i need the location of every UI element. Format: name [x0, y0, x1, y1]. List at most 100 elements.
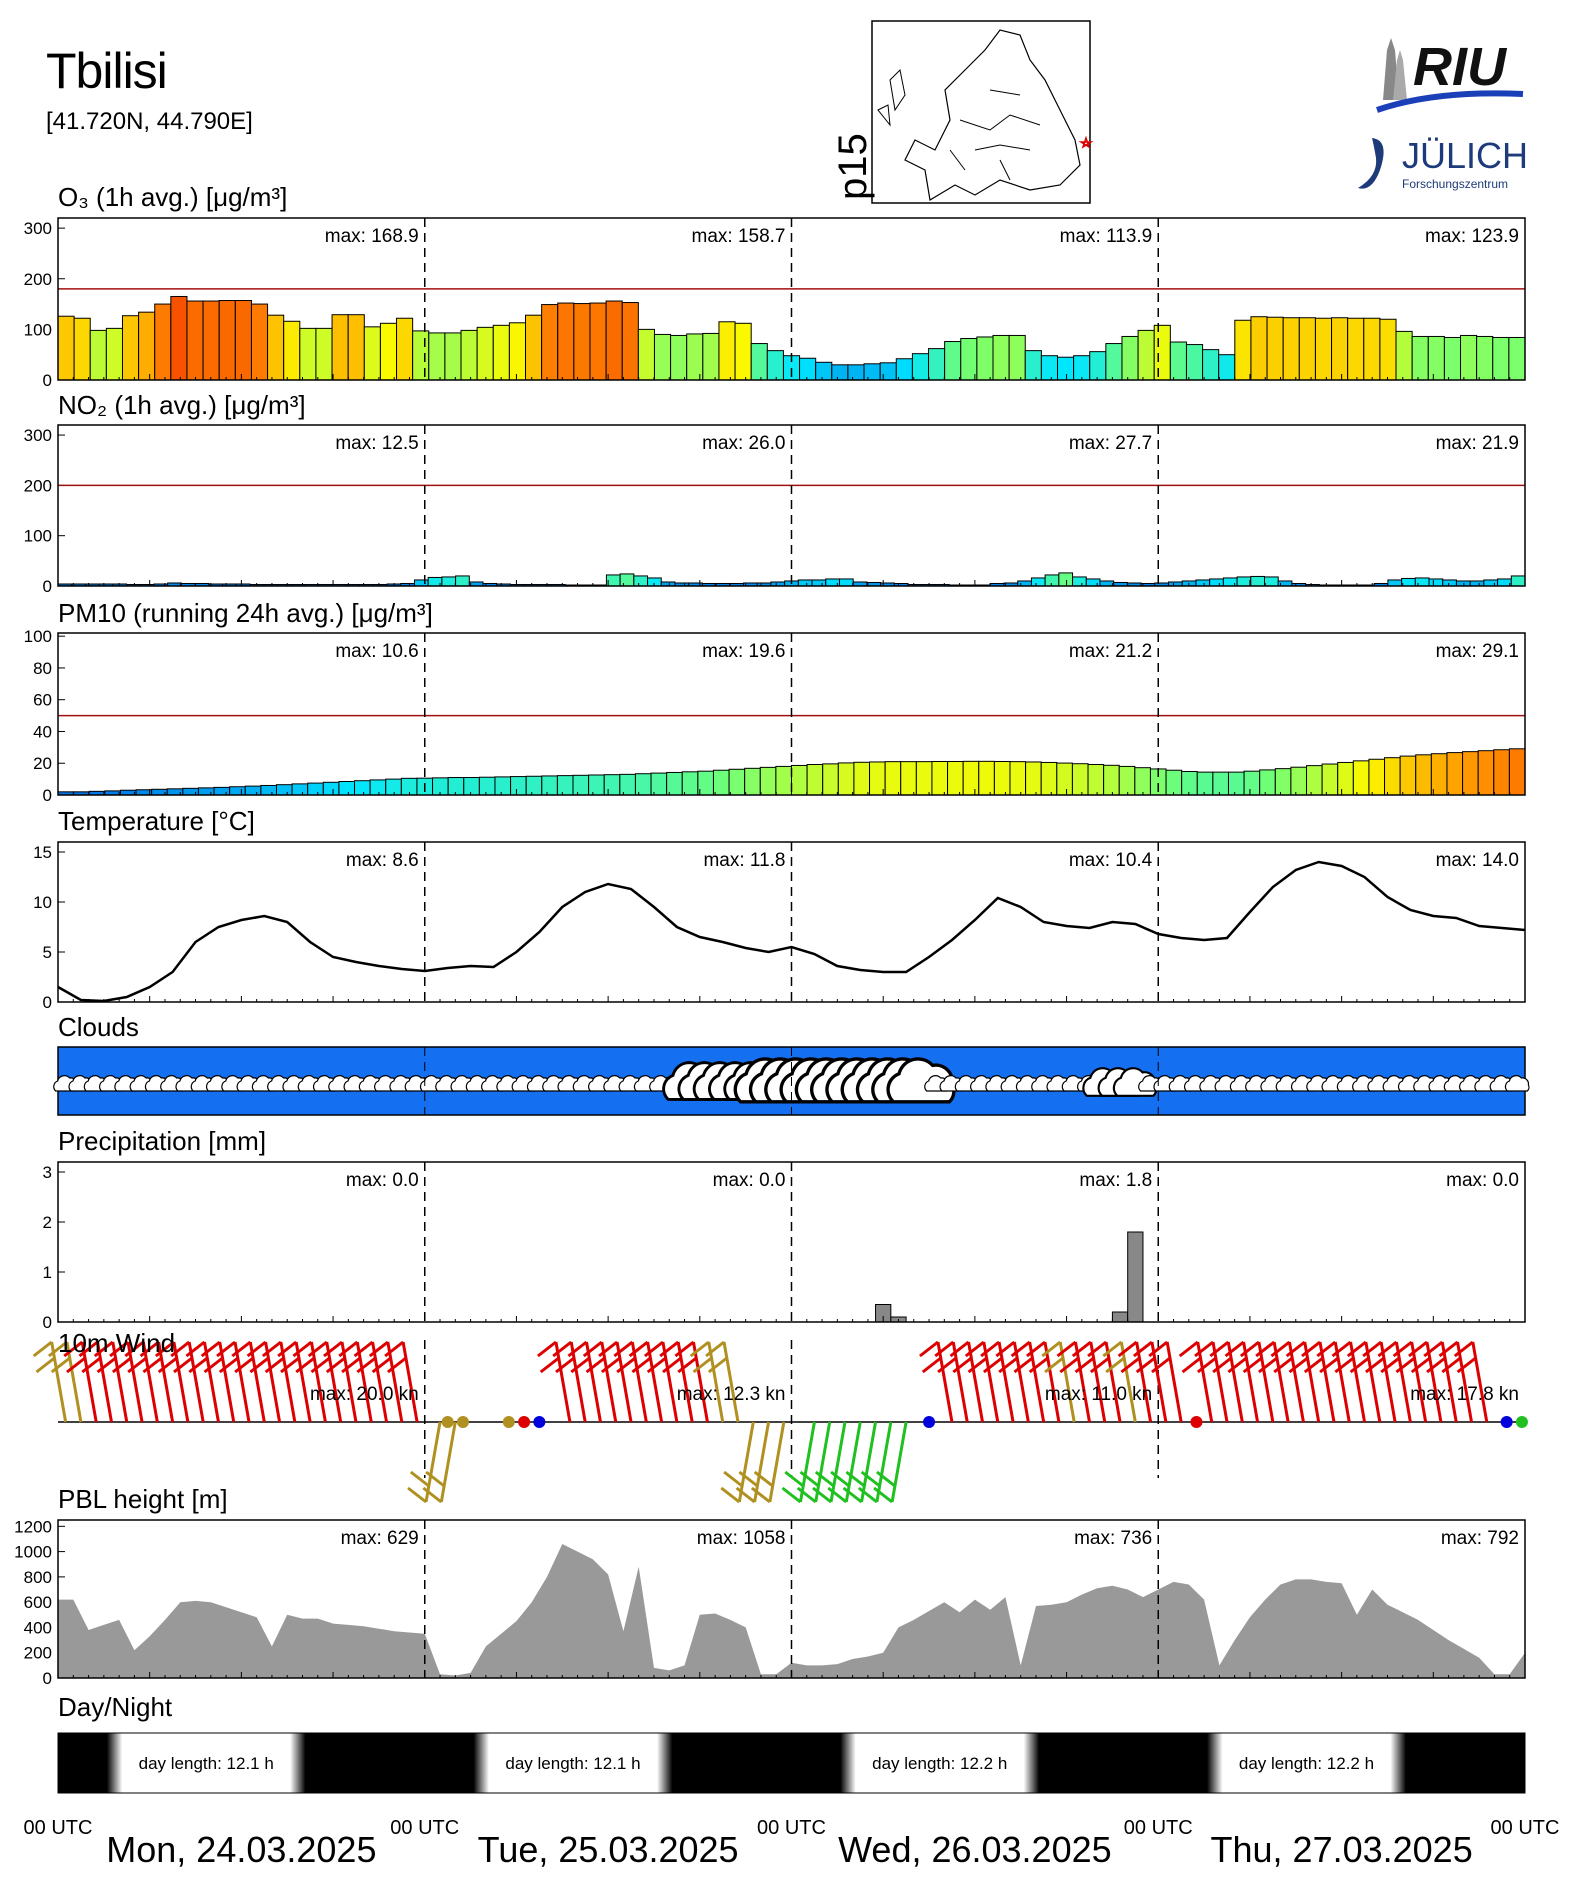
- wind-barb-flag: [643, 1340, 664, 1358]
- pm10-bar: [759, 766, 777, 796]
- clouds-panel-title: Clouds: [58, 1012, 139, 1042]
- temp-max-label: max: 10.4: [1069, 850, 1153, 871]
- pm10-max-label: max: 19.6: [702, 641, 785, 662]
- pm10-bar: [853, 761, 871, 796]
- wind-barb: [1287, 1341, 1305, 1423]
- wind-barb-flag: [750, 1486, 771, 1504]
- no2-bar: [1264, 576, 1279, 587]
- daynight-panel-title: Day/Night: [58, 1692, 173, 1722]
- o3-bar: [1185, 344, 1204, 381]
- wind-barb: [218, 1341, 236, 1423]
- wind-barb-flag: [277, 1340, 298, 1358]
- wind-barb-flag: [814, 1470, 835, 1488]
- wind-barb-flag: [325, 1356, 346, 1374]
- wind-barb: [890, 1421, 908, 1503]
- o3-bar: [154, 303, 172, 381]
- wind-barb: [1242, 1341, 1260, 1423]
- o3-bar: [1169, 341, 1187, 381]
- wind-barb-flag: [127, 1356, 148, 1374]
- wind-barb-flag: [170, 1340, 191, 1358]
- o3-bar: [347, 314, 365, 381]
- wind-barb-flag: [537, 1340, 557, 1358]
- no2-bar: [1058, 572, 1074, 587]
- no2-max-label: max: 21.9: [1436, 433, 1519, 454]
- pm10-bar: [1040, 761, 1058, 796]
- wind-barb-flag: [371, 1356, 392, 1374]
- no2-bar: [1483, 579, 1499, 587]
- o3-bar: [605, 300, 623, 381]
- wind-barb-flag: [386, 1356, 407, 1374]
- o3-bar: [863, 363, 881, 381]
- day-label: Tue, 25.03.2025: [478, 1829, 739, 1870]
- wind-barb-flag: [1395, 1356, 1416, 1374]
- wind-barb-flag: [78, 1340, 99, 1358]
- o3-bar: [944, 341, 962, 381]
- utc-label: 00 UTC: [757, 1817, 826, 1839]
- wind-barb-flag: [353, 1340, 374, 1358]
- wind-barb: [1333, 1341, 1351, 1423]
- cloud-shape: [1504, 1075, 1530, 1092]
- wind-barb: [340, 1341, 358, 1423]
- wind-barb: [1058, 1341, 1076, 1423]
- wind-barb-flag: [1071, 1340, 1092, 1358]
- station-star-icon: [1078, 135, 1094, 149]
- wind-barb: [355, 1341, 373, 1423]
- o3-bar: [541, 304, 559, 381]
- o3-bar: [573, 303, 591, 381]
- wind-barb-flag: [231, 1340, 252, 1358]
- wind-barb-flag: [1148, 1340, 1169, 1358]
- o3-bar: [1363, 317, 1381, 381]
- wind-barb-flag: [1013, 1356, 1034, 1374]
- o3-bar: [1073, 355, 1091, 381]
- wind-barb-flag: [1349, 1356, 1370, 1374]
- pm10-bar: [1025, 761, 1042, 796]
- o3-bar: [170, 295, 188, 381]
- o3-bar: [847, 364, 865, 381]
- wind-barb: [1257, 1341, 1275, 1423]
- wind-barb-flag: [109, 1340, 129, 1358]
- wind-barb-flag: [1227, 1356, 1248, 1374]
- pm10-bar: [291, 783, 309, 796]
- wind-barb-flag: [662, 1356, 682, 1374]
- wind-barb: [80, 1341, 98, 1423]
- pm10-bar: [884, 761, 902, 796]
- o3-bar: [976, 336, 994, 381]
- wind-barb-flag: [1151, 1356, 1171, 1374]
- wind-barb: [1150, 1341, 1168, 1423]
- o3-bar: [1379, 318, 1397, 381]
- wind-barb-flag: [830, 1470, 850, 1488]
- wind-barb-flag: [555, 1356, 575, 1374]
- wind-barb-flag: [310, 1356, 331, 1374]
- o3-bar: [1427, 335, 1445, 381]
- wind-barb-flag: [1319, 1356, 1339, 1374]
- wind-barb: [294, 1341, 312, 1423]
- o3-bar: [1153, 324, 1171, 381]
- wind-barb-flag: [631, 1356, 652, 1374]
- no2-bar: [413, 579, 429, 587]
- pm10-bar: [1446, 752, 1464, 796]
- wind-barb: [1456, 1341, 1473, 1423]
- wind-panel-title: 10m Wind: [58, 1328, 175, 1358]
- wind-barb: [768, 1421, 786, 1503]
- wind-barb: [691, 1341, 709, 1423]
- wind-calm-dot: [923, 1416, 936, 1428]
- o3-bar: [1056, 356, 1075, 381]
- pm10-bar: [947, 760, 964, 796]
- wind-barb-flag: [1438, 1340, 1459, 1358]
- day-label: Mon, 24.03.2025: [106, 1829, 376, 1870]
- o3-bar: [218, 300, 236, 381]
- wind-barb-flag: [1117, 1340, 1138, 1358]
- o3-bar: [1395, 330, 1413, 381]
- wind-barb: [1043, 1341, 1061, 1423]
- wind-barb: [1012, 1341, 1030, 1423]
- wind-barb: [844, 1421, 862, 1503]
- o3-bar: [1121, 335, 1139, 381]
- wind-barb: [1440, 1341, 1458, 1423]
- riu-logo-text: RIU: [1413, 37, 1508, 97]
- no2-bar: [1044, 574, 1060, 587]
- o3-bar: [718, 321, 736, 381]
- wind-barb: [309, 1341, 327, 1423]
- precip-bar: [1127, 1231, 1144, 1323]
- no2-panel-title: NO₂ (1h avg.) [μg/m³]: [58, 390, 306, 420]
- o3-bar: [1250, 316, 1268, 381]
